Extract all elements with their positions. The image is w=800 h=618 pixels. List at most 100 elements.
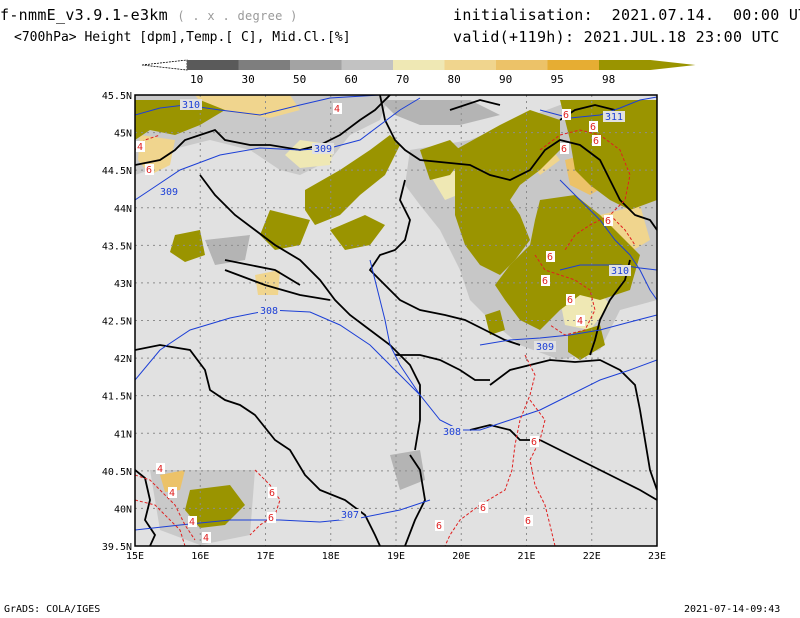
colorbar-label: 90 xyxy=(499,73,512,86)
temp-label-bg xyxy=(566,294,575,305)
height-labels: 310 309 309 311 310 308 309 308 307 xyxy=(158,99,631,521)
lat-axis-labels: 45.5N 45N 44.5N 44N 43.5N 43N 42.5N 42N 41.5N 41N… xyxy=(102,91,132,553)
temp-label-bg xyxy=(267,512,276,523)
temp-label-bg xyxy=(168,487,177,498)
colorbar-high-arrow xyxy=(650,60,696,70)
colorbar-swatch xyxy=(290,60,342,70)
temp-label: 4 xyxy=(137,142,143,153)
colorbar-label: 10 xyxy=(190,73,203,86)
model-name: f-nmmE_v3.9.1-e3km xyxy=(0,6,168,24)
temp-label: 6 xyxy=(561,144,567,155)
temp-label-bg xyxy=(604,215,613,226)
lon-label: 23E xyxy=(648,551,666,562)
temp-label: 4 xyxy=(203,533,209,544)
lon-label: 17E xyxy=(256,551,274,562)
model-title: f-nmmE_v3.9.1-e3km ( . x . degree ) xyxy=(0,6,298,24)
temp-label: 6 xyxy=(563,110,569,121)
fields-subtitle: <700hPa> Height [dpm],Temp.[ C], Mid.Cl.… xyxy=(14,30,351,45)
temp-label-bg xyxy=(268,487,277,498)
init-time: initialisation: 2021.07.14. 00:00 UTC xyxy=(453,6,800,24)
height-label: 310 xyxy=(611,266,629,277)
lon-label: 19E xyxy=(387,551,405,562)
colorbar-swatch xyxy=(547,60,599,70)
colorbar-swatch xyxy=(599,60,651,70)
lon-label: 18E xyxy=(322,551,340,562)
lon-label: 15E xyxy=(126,551,144,562)
lat-label: 43N xyxy=(114,279,132,290)
temp-label: 6 xyxy=(146,165,152,176)
temp-label-bg xyxy=(145,164,154,175)
height-label: 309 xyxy=(536,342,554,353)
temp-label-bg xyxy=(541,275,550,286)
temp-label-bg xyxy=(576,315,585,326)
temp-label-bg xyxy=(435,520,444,531)
temp-label: 4 xyxy=(334,104,340,115)
temp-label: 6 xyxy=(567,295,573,306)
temp-label: 6 xyxy=(268,513,274,524)
colorbar-swatch xyxy=(393,60,445,70)
valid-time: valid(+119h): 2021.JUL.18 23:00 UTC xyxy=(453,28,780,46)
temp-label-bg xyxy=(202,532,211,543)
height-label: 309 xyxy=(314,144,332,155)
temp-contours xyxy=(135,129,636,546)
temp-label-bg xyxy=(592,135,601,146)
init-label: initialisation: xyxy=(453,6,593,24)
height-label-bg xyxy=(258,305,280,316)
lon-label: 21E xyxy=(517,551,535,562)
valid-label: valid(+119h): xyxy=(453,28,575,46)
coastlines-borders xyxy=(135,95,657,546)
lat-label: 39.5N xyxy=(102,542,132,553)
colorbar-label: 95 xyxy=(551,73,564,86)
map-content xyxy=(135,95,657,546)
temp-label: 6 xyxy=(593,136,599,147)
temp-label: 6 xyxy=(590,122,596,133)
lat-label: 45N xyxy=(114,129,132,140)
lat-label: 44.5N xyxy=(102,166,132,177)
colorbar-swatch xyxy=(444,60,496,70)
height-label-bg xyxy=(534,341,556,352)
lon-label: 22E xyxy=(583,551,601,562)
temp-label-bg xyxy=(589,121,598,132)
height-label: 311 xyxy=(605,112,623,123)
height-label-bg xyxy=(312,143,334,154)
temp-label: 4 xyxy=(577,316,583,327)
temp-label-bg xyxy=(530,436,539,447)
temp-label-bg xyxy=(479,502,488,513)
colorbar-swatch xyxy=(238,60,290,70)
map-frame xyxy=(134,94,658,547)
lat-label: 45.5N xyxy=(102,91,132,102)
height-label-bg xyxy=(180,99,202,110)
temp-label-bg xyxy=(560,143,569,154)
lon-label: 20E xyxy=(452,551,470,562)
lat-label: 40N xyxy=(114,504,132,515)
valid-value: 2021.JUL.18 23:00 UTC xyxy=(583,28,780,46)
colorbar: 10 30 50 60 70 80 90 95 98 xyxy=(141,59,696,86)
height-label: 308 xyxy=(443,427,461,438)
lat-label: 42.5N xyxy=(102,317,132,328)
colorbar-label: 98 xyxy=(602,73,615,86)
temp-label-bg xyxy=(156,463,165,474)
colorbar-label: 80 xyxy=(448,73,461,86)
temp-label: 6 xyxy=(525,516,531,527)
temp-label: 4 xyxy=(189,517,195,528)
temp-label: 6 xyxy=(531,437,537,448)
height-label: 307 xyxy=(341,510,359,521)
lat-label: 40.5N xyxy=(102,467,132,478)
height-label: 309 xyxy=(160,187,178,198)
temp-label: 6 xyxy=(269,488,275,499)
lat-label: 42N xyxy=(114,354,132,365)
temp-label: 6 xyxy=(480,503,486,514)
height-label-bg xyxy=(158,186,180,197)
lat-label: 41.5N xyxy=(102,392,132,403)
temp-label: 6 xyxy=(547,252,553,263)
temp-label: 4 xyxy=(157,464,163,475)
height-label-bg xyxy=(339,509,361,520)
footer-credit: GrADS: COLA/IGES xyxy=(4,604,101,615)
colorbar-label: 30 xyxy=(242,73,255,86)
colorbar-low-arrow xyxy=(141,59,188,71)
height-label: 308 xyxy=(260,306,278,317)
temp-label-bg xyxy=(333,103,342,114)
temp-label: 4 xyxy=(169,488,175,499)
